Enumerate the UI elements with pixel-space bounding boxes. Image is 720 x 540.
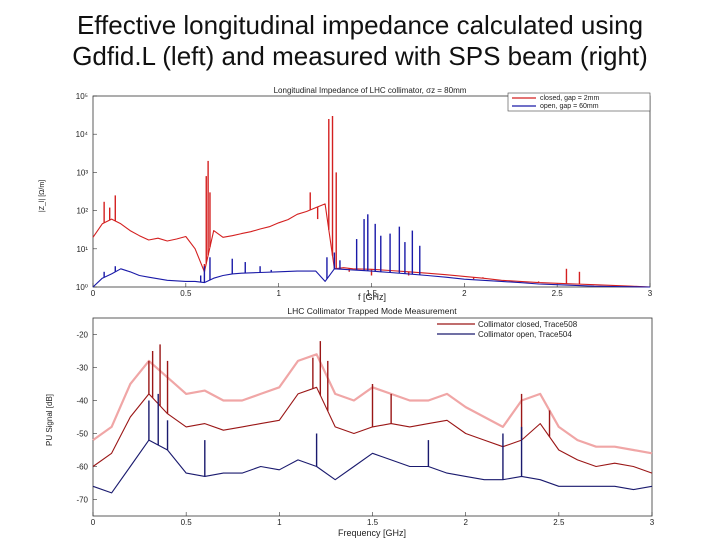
chart-legend: closed, gap = 2mm open, gap = 60mm	[507, 92, 651, 112]
legend-label: closed, gap = 2mm	[540, 95, 600, 102]
series-line-0	[92, 203, 651, 288]
x-axis-label: f [GHz]	[358, 292, 386, 302]
legend-label: Collimator closed, Trace508	[478, 320, 578, 329]
y-tick-label: 10³	[76, 168, 88, 177]
series-line-1	[92, 439, 653, 494]
x-tick-label: 3	[650, 518, 655, 527]
x-axis-label: Frequency [GHz]	[338, 528, 406, 538]
x-tick-label: 1	[277, 518, 282, 527]
y-tick-label: 10²	[76, 207, 88, 216]
chart-title: Longitudinal Impedance of LHC collimator…	[274, 86, 467, 95]
slide-title: Effective longitudinal impedance calcula…	[0, 10, 720, 72]
series-line-1	[92, 268, 651, 288]
x-tick-label: 1	[276, 289, 281, 298]
plot-frame	[92, 95, 651, 288]
y-tick-label: 10⁰	[76, 283, 88, 292]
x-tick-label: 2.5	[552, 289, 564, 298]
trapped-mode-chart: LHC Collimator Trapped Mode Measurement …	[45, 306, 655, 538]
legend-box	[507, 92, 651, 112]
x-tick-label: 0.5	[181, 518, 193, 527]
y-tick-label: 10¹	[76, 245, 88, 254]
slide-title-line-1: Effective longitudinal impedance calcula…	[76, 10, 644, 40]
x-tick-label: 1.5	[367, 518, 379, 527]
legend-label: open, gap = 60mm	[540, 103, 599, 110]
x-tick-label: 0	[91, 518, 96, 527]
x-tick-label: 3	[648, 289, 653, 298]
slide-title-line-2: Gdfid.L (left) and measured with SPS bea…	[72, 41, 648, 71]
x-tick-label: 2	[463, 518, 468, 527]
legend-label: Collimator open, Trace504	[478, 330, 572, 339]
y-axis-label: |Z_l| [Ω/m]	[39, 180, 46, 212]
y-axis-label: PU Signal [dB]	[45, 394, 54, 446]
chart-title: LHC Collimator Trapped Mode Measurement	[287, 306, 457, 316]
x-tick-label: 1.5	[366, 289, 378, 298]
chart-legend: Collimator closed, Trace508 Collimator o…	[437, 320, 578, 339]
y-tick-label: -20	[76, 331, 88, 340]
x-tick-label: 2.5	[553, 518, 565, 527]
x-tick-label: 0	[91, 289, 96, 298]
y-tick-label: -30	[76, 364, 88, 373]
y-tick-label: 10⁵	[76, 92, 88, 101]
x-tick-label: 2	[462, 289, 467, 298]
impedance-chart: Longitudinal Impedance of LHC collimator…	[39, 86, 653, 302]
y-tick-label: -60	[76, 463, 88, 472]
y-tick-label: -70	[76, 496, 88, 505]
y-tick-label: 10⁴	[76, 130, 89, 139]
x-tick-label: 0.5	[180, 289, 192, 298]
y-tick-label: -40	[76, 397, 88, 406]
y-tick-label: -50	[76, 430, 88, 439]
